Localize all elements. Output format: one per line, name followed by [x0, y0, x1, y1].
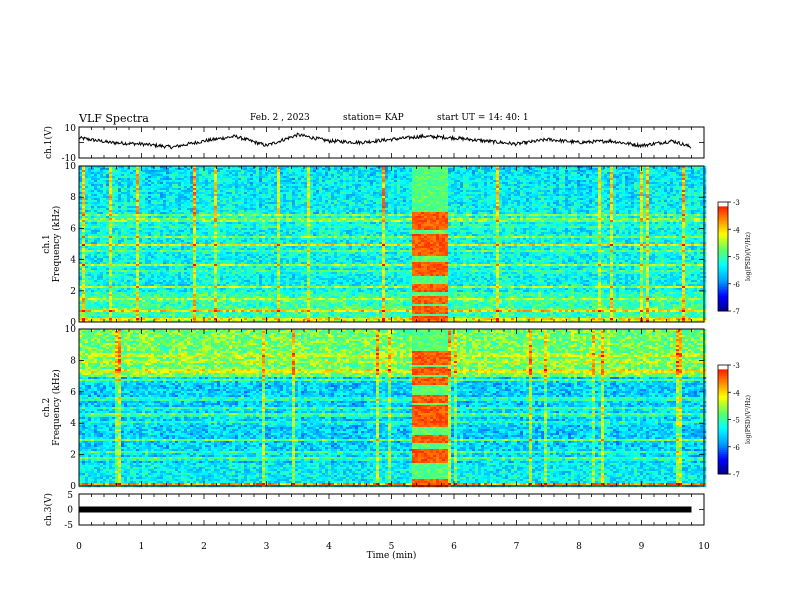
ch2-spectrogram-ytick-label: 6: [70, 388, 76, 398]
ch2-spectrogram-ytick-label: 10: [65, 325, 77, 335]
ch1-spectrogram-colorbar-label: log(PSD)(V²/Hz): [745, 232, 752, 281]
ch3-ytick-label-top: 5: [67, 491, 73, 501]
ch2-spectrogram-ylabel-freq: Frequency (kHz): [51, 369, 62, 446]
x-tick-label: 6: [451, 542, 457, 552]
ch1-spectrogram-ytick-label: 10: [65, 162, 77, 172]
x-tick-label: 3: [264, 542, 270, 552]
ch2-spectrogram-ytick-label: 4: [70, 419, 76, 429]
ch1-spectrogram-ylabel-freq: Frequency (kHz): [51, 206, 62, 283]
x-tick-label: 0: [76, 542, 82, 552]
ch2-spectrogram-colorbar-tick-label: -7: [733, 471, 740, 479]
x-axis-label: Time (min): [367, 550, 417, 561]
ch2-spectrogram-colorbar-tick-label: -5: [733, 417, 740, 425]
ch3-signal-band: [79, 507, 692, 513]
ch1-spectrogram-ytick-label: 4: [70, 256, 76, 266]
x-tick-label: 9: [639, 542, 645, 552]
x-tick-label: 8: [576, 542, 582, 552]
ch1-spectrogram-ylabel-channel: ch.1: [42, 234, 52, 253]
ch1-spectrogram-ytick-label: 2: [70, 287, 76, 297]
x-tick-label: 1: [139, 542, 145, 552]
ch1-spectrogram-colorbar-tick-label: -7: [733, 308, 740, 316]
ch1-spectrogram-ytick-label: 8: [70, 193, 76, 203]
ch1-ylabel: ch.1(V): [43, 126, 54, 159]
ch3-ytick-label-bottom: -5: [64, 521, 73, 531]
ch1-spectrogram-colorbar-tick-label: -4: [733, 226, 740, 234]
ch1-spectrogram-colorbar-tick-label: -5: [733, 254, 740, 262]
ch1-ytick-label-top: 10: [65, 124, 77, 134]
ch1-spectrogram-cells: [79, 166, 706, 322]
ch3-ytick-label-mid: 0: [67, 506, 73, 516]
x-tick-label: 7: [514, 542, 520, 552]
ch1-waveform-line: [79, 133, 691, 149]
ch2-spectrogram-colorbar: [718, 365, 728, 475]
ch2-spectrogram-ytick-label: 8: [70, 356, 76, 366]
ch2-spectrogram-colorbar-tick-label: -6: [733, 444, 740, 452]
ch1-spectrogram-colorbar: [718, 202, 728, 312]
ch2-spectrogram-colorbar-tick-label: -3: [733, 362, 740, 370]
ch2-spectrogram-colorbar-label: log(PSD)(V²/Hz): [745, 395, 752, 444]
x-tick-label: 4: [326, 542, 332, 552]
ch2-spectrogram-ytick-label: 2: [70, 451, 76, 461]
ch2-spectrogram-colorbar-tick-label: -4: [733, 389, 740, 397]
vlf-figure: 10-10ch.1(V)0246810ch.1 Frequency (kHz)-3…: [0, 0, 792, 612]
ch1-spectrogram-colorbar-tick-label: -3: [733, 199, 740, 207]
x-tick-label: 10: [698, 542, 710, 552]
ch2-spectrogram-cells: [79, 329, 706, 487]
x-tick-label: 2: [201, 542, 207, 552]
ch3-ylabel: ch.3(V): [43, 493, 54, 526]
ch1-spectrogram-colorbar-tick-label: -6: [733, 281, 740, 289]
ch1-spectrogram-ytick-label: 6: [70, 224, 76, 234]
ch2-spectrogram-ylabel-channel: ch.2: [42, 398, 52, 417]
